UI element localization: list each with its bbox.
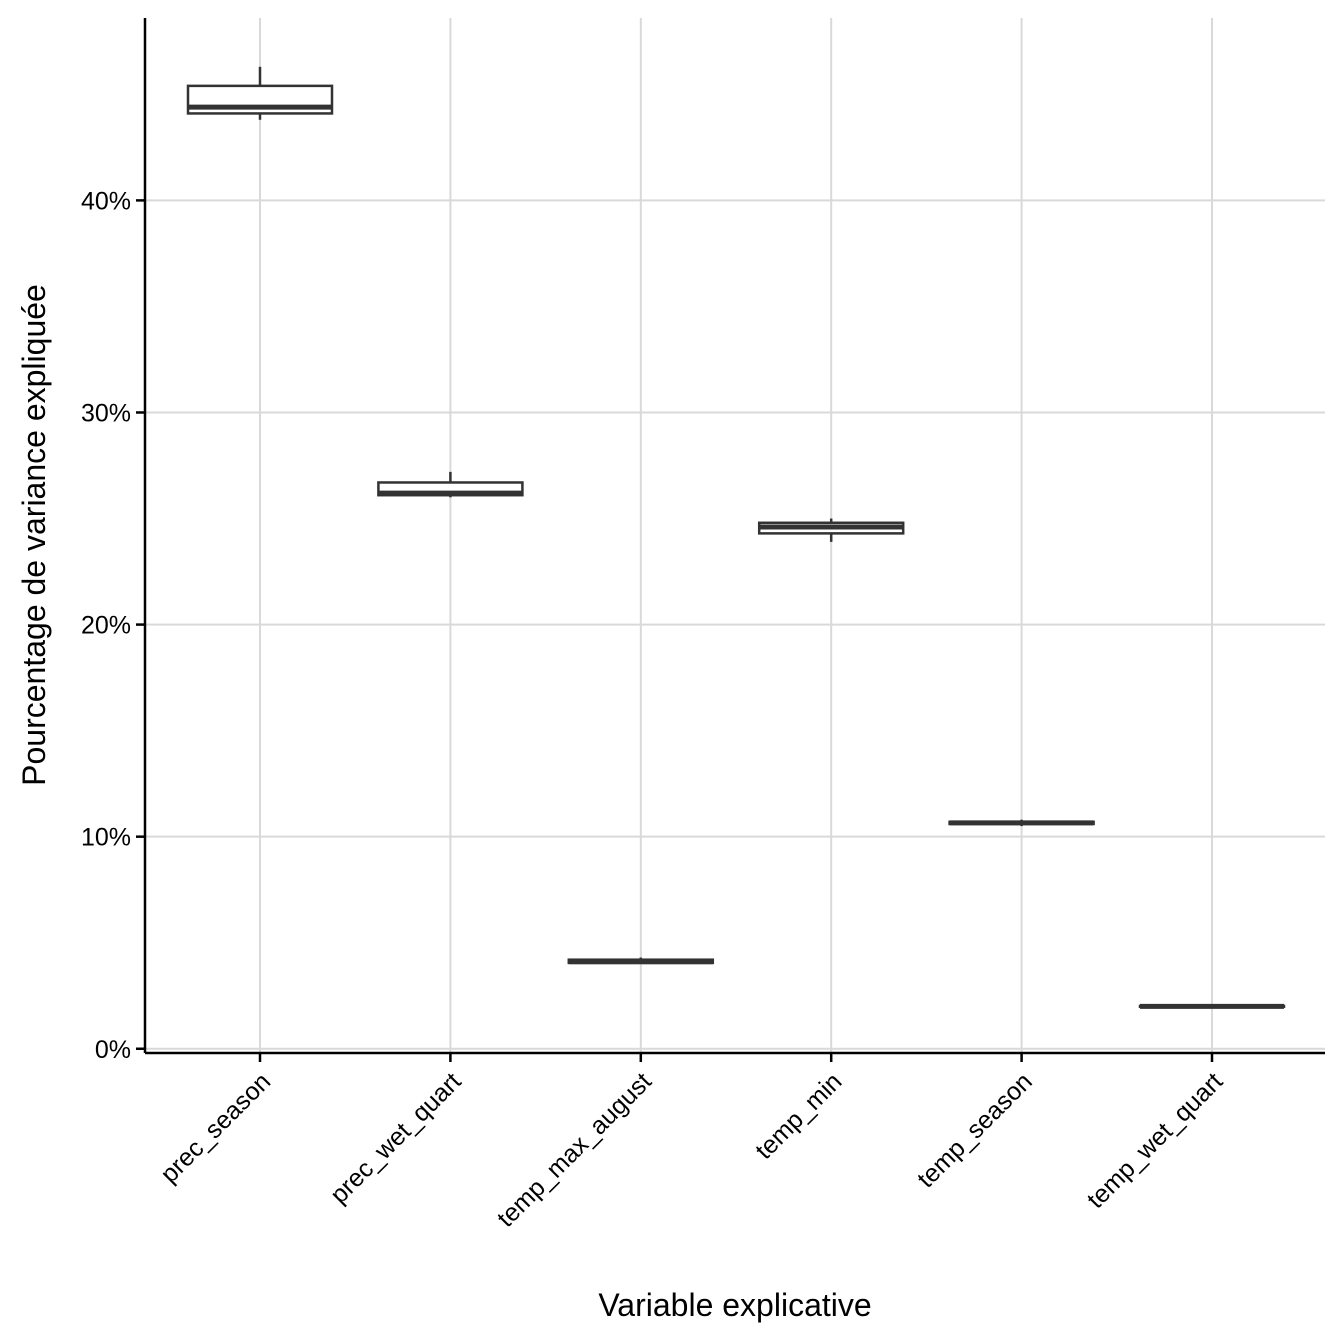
- x-tick-label: temp_wet_quart: [1082, 1067, 1229, 1214]
- y-axis-title: Pourcentage de variance expliquée: [16, 284, 52, 786]
- axes: [136, 18, 1325, 1062]
- x-axis-title: Variable explicative: [598, 1287, 871, 1323]
- x-tick-label: temp_season: [912, 1067, 1038, 1193]
- y-tick-label: 30%: [81, 399, 131, 427]
- x-tick-label: prec_wet_quart: [325, 1067, 467, 1209]
- y-tick-label: 0%: [95, 1036, 131, 1064]
- y-tick-label: 10%: [81, 824, 131, 852]
- x-tick-label: temp_max_august: [492, 1067, 657, 1232]
- x-tick-label: prec_season: [155, 1067, 276, 1188]
- box-prec_wet_quart: [377, 471, 524, 498]
- box-temp_wet_quart: [1138, 1003, 1286, 1009]
- box-temp_min: [757, 518, 905, 542]
- grid-lines: [145, 18, 1325, 1053]
- y-tick-label: 20%: [81, 612, 131, 640]
- x-tick-label: temp_min: [750, 1067, 847, 1164]
- box-temp_max_august: [567, 957, 715, 965]
- tick-labels: 0%10%20%30%40%prec_season prec_wet_quart t…: [81, 187, 1228, 1232]
- box-prec_season: [186, 66, 334, 120]
- box-temp_season: [948, 819, 1095, 827]
- y-tick-label: 40%: [81, 187, 131, 215]
- boxplots: [186, 66, 1286, 1009]
